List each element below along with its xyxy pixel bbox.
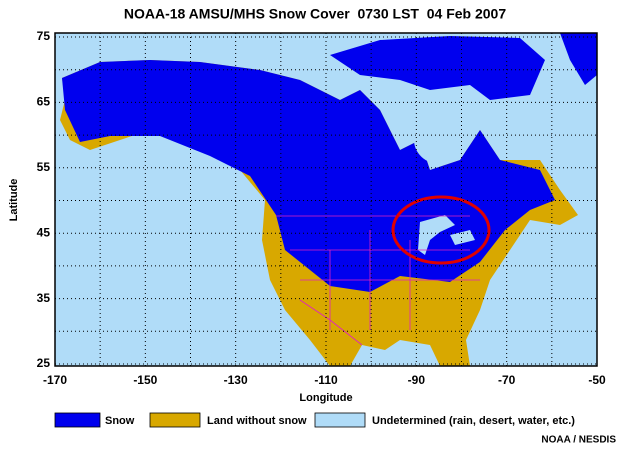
credit: NOAA / NESDIS — [541, 435, 616, 446]
borders — [276, 215, 480, 346]
y-tick-label: 75 — [37, 29, 51, 43]
x-axis-label: Longitude — [299, 392, 352, 404]
title: NOAA-18 AMSU/MHS Snow Cover 0730 LST 04 … — [124, 6, 506, 22]
y-tick-label: 55 — [37, 160, 51, 174]
legend-swatch — [314, 412, 366, 428]
legend-swatch — [54, 412, 101, 428]
y-axis-label: Latitude — [8, 179, 20, 222]
y-tick-label: 25 — [37, 356, 51, 370]
map-shapes — [60, 33, 597, 366]
y-tick-label: 35 — [37, 291, 51, 305]
legend-label: Land without snow — [207, 415, 307, 427]
hudson-bay — [414, 116, 466, 164]
x-tick-label: -150 — [133, 373, 157, 387]
legend-label: Undetermined (rain, desert, water, etc.) — [372, 415, 575, 427]
x-tick-label: -130 — [224, 373, 248, 387]
y-tick-label: 65 — [37, 95, 51, 109]
legend-swatch — [149, 412, 201, 428]
x-tick-label: -70 — [498, 373, 516, 387]
x-tick-label: -50 — [588, 373, 606, 387]
x-tick-label: -90 — [408, 373, 426, 387]
legend-label: Snow — [105, 415, 135, 427]
arctic-islands — [330, 36, 545, 100]
x-tick-label: -110 — [314, 373, 338, 387]
x-tick-label: -170 — [43, 373, 67, 387]
great-lakes — [418, 215, 475, 255]
greenland — [560, 33, 597, 85]
highlight-ellipse — [391, 195, 491, 265]
plot-frame — [54, 32, 598, 367]
y-tick-label: 45 — [37, 225, 51, 239]
